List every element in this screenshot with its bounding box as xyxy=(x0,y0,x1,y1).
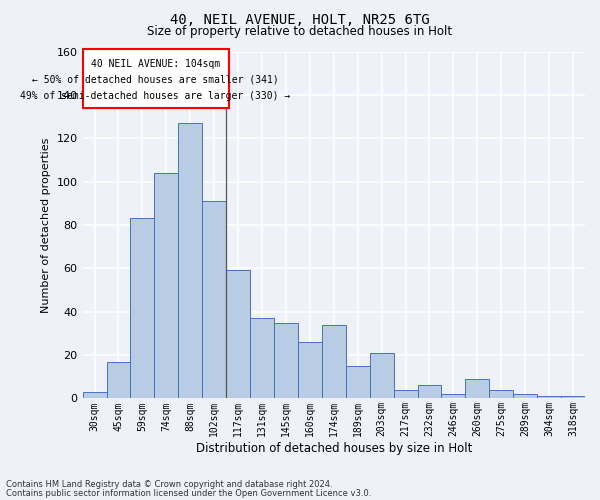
Bar xyxy=(250,318,274,398)
Bar xyxy=(154,173,178,398)
Bar xyxy=(513,394,537,398)
Text: ← 50% of detached houses are smaller (341): ← 50% of detached houses are smaller (34… xyxy=(32,75,279,85)
Bar xyxy=(226,270,250,398)
Bar xyxy=(298,342,322,398)
Bar xyxy=(490,390,513,398)
Text: 49% of semi-detached houses are larger (330) →: 49% of semi-detached houses are larger (… xyxy=(20,91,290,101)
Bar xyxy=(394,390,418,398)
Bar xyxy=(83,392,107,398)
Text: 40 NEIL AVENUE: 104sqm: 40 NEIL AVENUE: 104sqm xyxy=(91,59,220,69)
X-axis label: Distribution of detached houses by size in Holt: Distribution of detached houses by size … xyxy=(196,442,472,455)
Y-axis label: Number of detached properties: Number of detached properties xyxy=(41,138,51,312)
Bar xyxy=(346,366,370,398)
Bar xyxy=(274,322,298,398)
Bar xyxy=(442,394,466,398)
Text: Size of property relative to detached houses in Holt: Size of property relative to detached ho… xyxy=(148,25,452,38)
Text: Contains HM Land Registry data © Crown copyright and database right 2024.: Contains HM Land Registry data © Crown c… xyxy=(6,480,332,489)
Bar xyxy=(561,396,585,398)
Text: Contains public sector information licensed under the Open Government Licence v3: Contains public sector information licen… xyxy=(6,489,371,498)
Bar xyxy=(322,324,346,398)
FancyBboxPatch shape xyxy=(83,50,229,108)
Bar xyxy=(370,353,394,399)
Bar xyxy=(537,396,561,398)
Bar xyxy=(418,386,442,398)
Bar xyxy=(202,201,226,398)
Text: 40, NEIL AVENUE, HOLT, NR25 6TG: 40, NEIL AVENUE, HOLT, NR25 6TG xyxy=(170,12,430,26)
Bar xyxy=(466,379,490,398)
Bar xyxy=(130,218,154,398)
Bar xyxy=(178,123,202,398)
Bar xyxy=(107,362,130,399)
